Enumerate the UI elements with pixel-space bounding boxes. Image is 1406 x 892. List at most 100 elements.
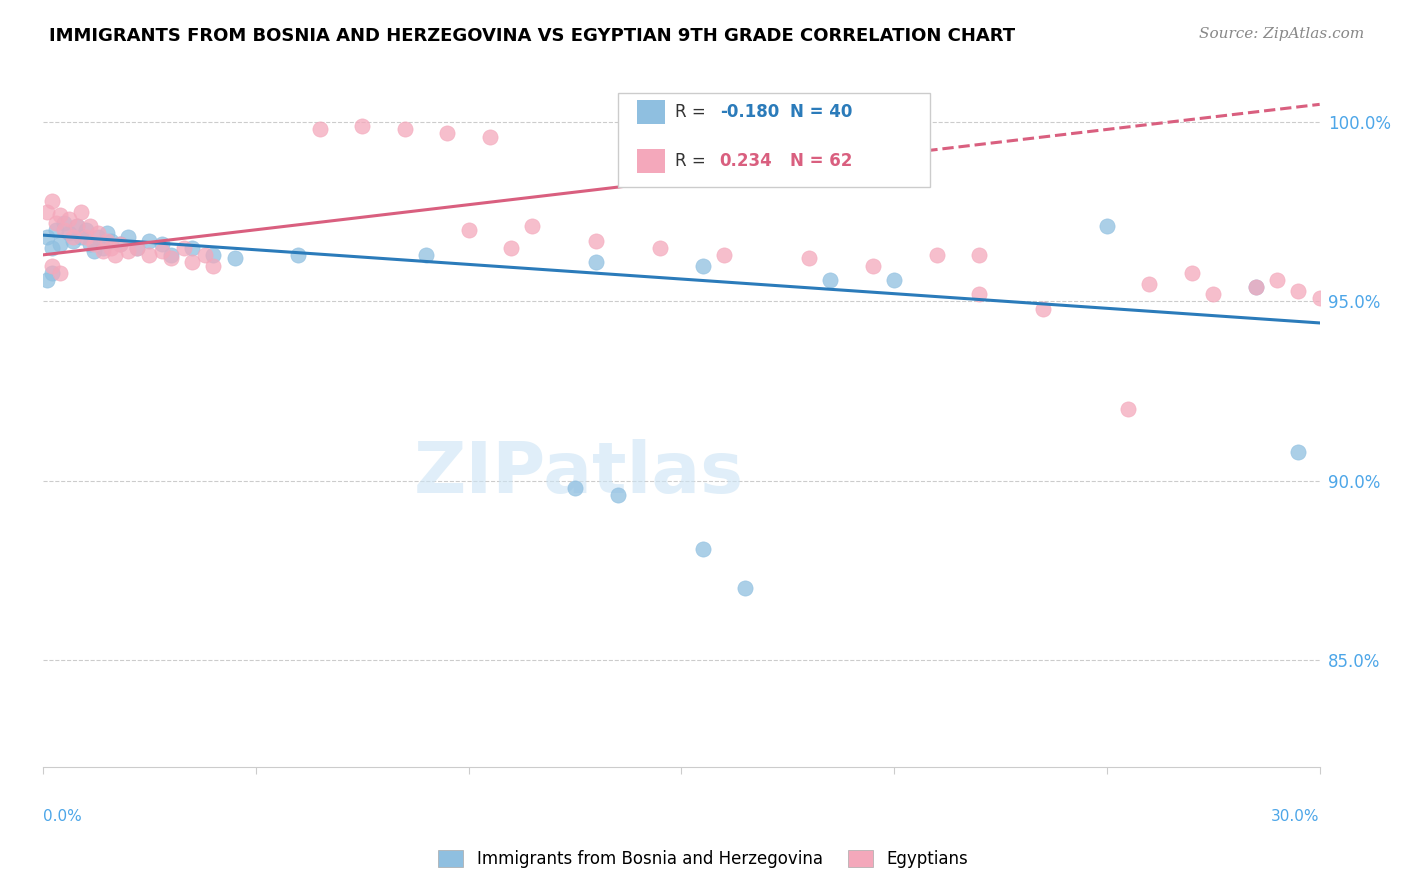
Point [70, 230, 93, 244]
Text: -0.180: -0.180 [720, 103, 779, 121]
Point [37, 205, 59, 219]
Text: N = 40: N = 40 [790, 103, 852, 121]
Point [585, 255, 607, 269]
Point [150, 237, 173, 252]
Point [564, 481, 586, 495]
Text: 0.0%: 0.0% [44, 809, 82, 824]
Point [415, 248, 437, 262]
Point [883, 273, 905, 287]
Point [173, 241, 195, 255]
Point [308, 122, 330, 136]
Point [108, 237, 131, 252]
Point [117, 230, 139, 244]
Point [522, 219, 544, 234]
Point [45, 223, 67, 237]
Point [83, 237, 105, 252]
Text: IMMIGRANTS FROM BOSNIA AND HERZEGOVINA VS EGYPTIAN 9TH GRADE CORRELATION CHART: IMMIGRANTS FROM BOSNIA AND HERZEGOVINA V… [49, 27, 1015, 45]
Point [75, 223, 97, 237]
Point [159, 248, 181, 262]
Point [104, 248, 127, 262]
Point [108, 237, 131, 252]
Point [1202, 287, 1225, 301]
Point [1244, 280, 1267, 294]
Point [1286, 284, 1309, 298]
Point [1032, 301, 1054, 316]
Point [62, 234, 84, 248]
Point [125, 241, 148, 255]
Point [478, 129, 501, 144]
Text: 30.0%: 30.0% [1271, 809, 1320, 824]
Point [1244, 280, 1267, 294]
Point [181, 255, 204, 269]
Point [62, 230, 84, 244]
Point [91, 244, 114, 259]
Point [75, 230, 97, 244]
Point [820, 273, 842, 287]
Point [224, 252, 246, 266]
Point [1309, 291, 1331, 305]
Point [66, 219, 89, 234]
Point [41, 259, 63, 273]
Point [58, 227, 80, 241]
Point [100, 234, 122, 248]
Point [58, 212, 80, 227]
Point [202, 259, 225, 273]
Legend: Immigrants from Bosnia and Herzegovina, Egyptians: Immigrants from Bosnia and Herzegovina, … [432, 843, 974, 875]
Point [1095, 219, 1118, 234]
FancyBboxPatch shape [637, 149, 665, 173]
Text: 0.234: 0.234 [720, 153, 772, 170]
Point [49, 209, 72, 223]
Point [194, 248, 217, 262]
Point [66, 219, 89, 234]
Point [87, 230, 110, 244]
Point [1181, 266, 1204, 280]
Point [862, 259, 884, 273]
Point [159, 252, 181, 266]
Point [117, 244, 139, 259]
Point [925, 248, 948, 262]
Point [1139, 277, 1161, 291]
Point [70, 205, 93, 219]
Point [37, 273, 59, 287]
Point [53, 216, 76, 230]
Point [96, 227, 118, 241]
Point [41, 241, 63, 255]
Point [79, 219, 101, 234]
Point [138, 234, 160, 248]
Point [83, 244, 105, 259]
Point [436, 126, 458, 140]
Point [96, 234, 118, 248]
Point [91, 241, 114, 255]
Point [41, 266, 63, 280]
Point [49, 266, 72, 280]
Point [1116, 401, 1139, 416]
Point [49, 237, 72, 252]
Point [734, 581, 756, 595]
Point [150, 244, 173, 259]
Point [45, 216, 67, 230]
Point [287, 248, 309, 262]
Point [692, 259, 714, 273]
Point [1286, 445, 1309, 459]
Point [352, 119, 374, 133]
Point [457, 223, 479, 237]
Point [797, 252, 820, 266]
Point [125, 241, 148, 255]
Text: N = 62: N = 62 [790, 153, 852, 170]
Point [87, 227, 110, 241]
Point [692, 541, 714, 556]
Point [181, 241, 204, 255]
Point [394, 122, 416, 136]
Point [41, 194, 63, 208]
Point [501, 241, 523, 255]
Text: Source: ZipAtlas.com: Source: ZipAtlas.com [1198, 27, 1364, 41]
Point [967, 287, 990, 301]
Point [37, 230, 59, 244]
Text: R =: R = [675, 153, 711, 170]
Point [606, 488, 628, 502]
Point [53, 223, 76, 237]
Point [650, 241, 672, 255]
Point [100, 241, 122, 255]
FancyBboxPatch shape [637, 100, 665, 124]
Point [138, 248, 160, 262]
